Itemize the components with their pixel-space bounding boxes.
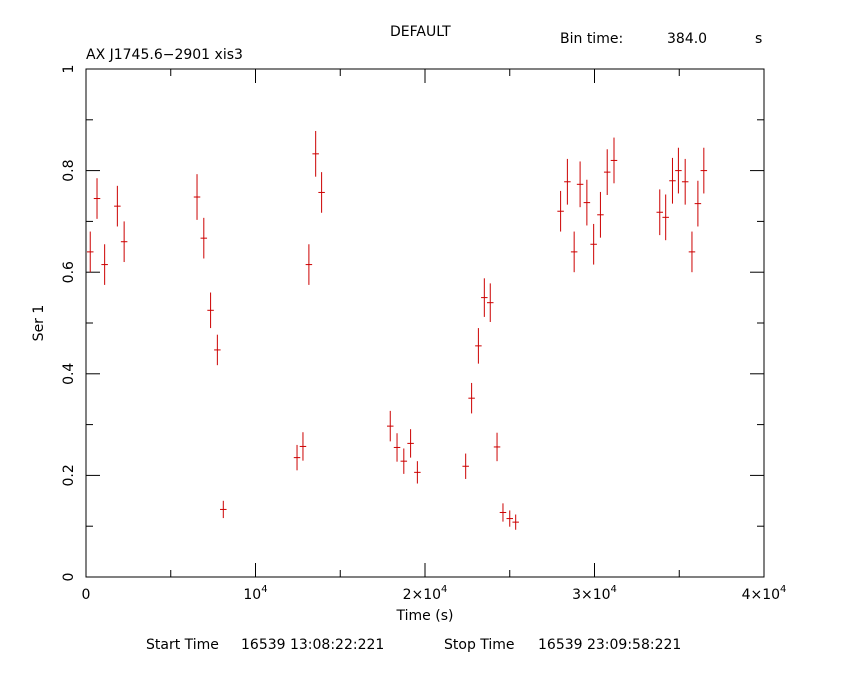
data-point bbox=[193, 174, 201, 220]
y-tick-label: 0.6 bbox=[61, 261, 77, 283]
x-tick-label: 2×104 bbox=[403, 584, 448, 603]
data-point bbox=[312, 130, 319, 177]
stop-time-value: 16539 23:09:58:221 bbox=[538, 637, 682, 653]
data-point bbox=[220, 500, 227, 519]
data-point bbox=[557, 190, 564, 232]
x-tick-label: 0 bbox=[82, 587, 91, 603]
data-point bbox=[114, 185, 121, 227]
data-point bbox=[407, 429, 414, 458]
data-point bbox=[86, 231, 94, 273]
data-point bbox=[386, 410, 394, 442]
data-point bbox=[688, 231, 696, 273]
data-point bbox=[583, 179, 591, 226]
y-tick-label: 0.4 bbox=[61, 363, 77, 385]
y-tick-label: 1 bbox=[61, 65, 77, 74]
data-point bbox=[590, 223, 597, 265]
y-axis-label: Ser 1 bbox=[31, 305, 47, 342]
bin-time-label: Bin time: bbox=[560, 31, 624, 47]
y-tick-label: 0 bbox=[61, 573, 77, 582]
data-point bbox=[475, 328, 482, 364]
tick-labels: 0 104 2×104 3×104 4×104 0 0.2 0.4 0.6 0.8 1 bbox=[61, 65, 786, 603]
data-point bbox=[468, 382, 475, 414]
chart-subtitle: AX J1745.6−2901 xis3 bbox=[86, 47, 243, 63]
x-axis-label: Time (s) bbox=[396, 608, 454, 624]
data-point bbox=[656, 189, 664, 236]
data-point bbox=[576, 161, 584, 208]
data-point bbox=[207, 292, 214, 329]
data-points bbox=[86, 130, 708, 530]
data-point bbox=[512, 514, 519, 530]
data-point bbox=[214, 334, 221, 366]
data-point bbox=[299, 432, 307, 461]
data-point bbox=[675, 147, 682, 194]
data-point bbox=[499, 503, 507, 522]
x-tick-label: 4×104 bbox=[742, 584, 787, 603]
data-point bbox=[120, 221, 128, 263]
data-point bbox=[481, 278, 488, 317]
data-point bbox=[564, 158, 571, 205]
data-point bbox=[603, 149, 611, 195]
data-point bbox=[681, 158, 689, 205]
start-time-value: 16539 13:08:22:221 bbox=[241, 637, 385, 653]
data-point bbox=[669, 157, 676, 204]
data-point bbox=[610, 137, 618, 184]
data-point bbox=[101, 244, 108, 285]
stop-time-label: Stop Time bbox=[444, 637, 515, 653]
data-point bbox=[293, 444, 301, 471]
data-point bbox=[570, 231, 578, 273]
x-tick-label: 104 bbox=[243, 584, 267, 603]
data-point bbox=[305, 244, 313, 285]
data-point bbox=[462, 453, 469, 479]
start-time-label: Start Time bbox=[146, 637, 219, 653]
data-point bbox=[318, 172, 325, 213]
data-point bbox=[700, 147, 708, 194]
bin-time-value: 384.0 bbox=[667, 31, 708, 47]
y-tick-label: 0.2 bbox=[61, 464, 77, 486]
data-point bbox=[506, 510, 514, 527]
data-point bbox=[414, 461, 421, 484]
data-point bbox=[662, 194, 669, 241]
y-tick-label: 0.8 bbox=[61, 159, 77, 181]
data-point bbox=[200, 217, 208, 259]
x-tick-label: 3×104 bbox=[572, 584, 617, 603]
data-point bbox=[487, 283, 494, 322]
chart-title: DEFAULT bbox=[390, 24, 451, 40]
data-point bbox=[493, 432, 501, 462]
data-point bbox=[597, 191, 604, 238]
bin-time-unit: s bbox=[755, 31, 763, 47]
data-point bbox=[393, 433, 401, 462]
plot-frame bbox=[85, 68, 765, 578]
axis-ticks bbox=[85, 68, 765, 578]
data-point bbox=[400, 448, 408, 474]
data-point bbox=[694, 180, 702, 227]
data-point bbox=[93, 178, 101, 219]
